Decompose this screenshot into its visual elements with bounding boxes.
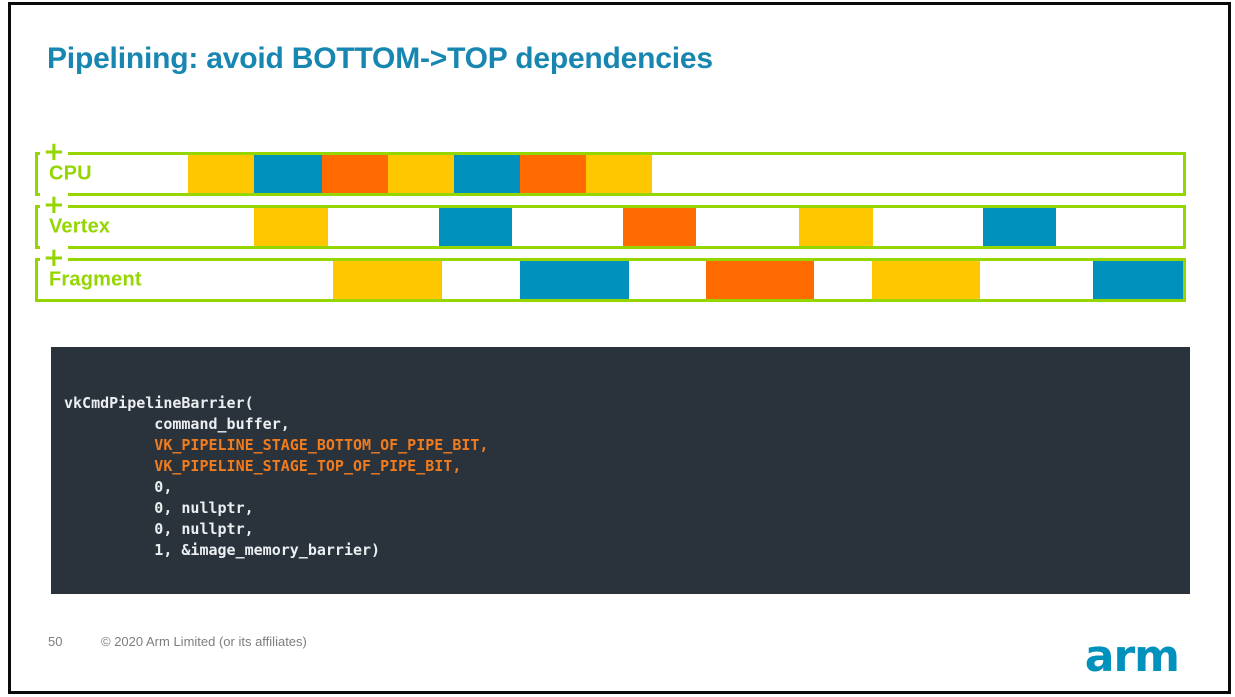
work-block-blue	[453, 155, 521, 193]
work-block-yellow	[799, 208, 873, 246]
code-line-highlighted: VK_PIPELINE_STAGE_TOP_OF_PIPE_BIT,	[64, 457, 462, 475]
work-block-yellow	[586, 155, 652, 193]
work-block-yellow	[254, 208, 328, 246]
pipeline-row-vertex: + Vertex	[35, 192, 1186, 249]
code-block: vkCmdPipelineBarrier( command_buffer, VK…	[51, 347, 1190, 594]
code-line: 1, &image_memory_barrier)	[64, 541, 381, 559]
work-block-yellow	[871, 261, 981, 299]
slide-border	[8, 2, 1231, 694]
code-lines: vkCmdPipelineBarrier( command_buffer, VK…	[51, 347, 1190, 561]
pipeline-row-label: Vertex	[49, 215, 111, 238]
work-block-yellow	[333, 261, 443, 299]
code-line: command_buffer,	[64, 415, 290, 433]
copyright-text: © 2020 Arm Limited (or its affiliates)	[101, 634, 307, 649]
pipeline-timeline: + CPU + Vertex + Fragment	[35, 139, 1186, 312]
work-block-orange	[705, 261, 815, 299]
code-line: 0, nullptr,	[64, 520, 254, 538]
work-block-blue	[1092, 261, 1183, 299]
work-block-yellow	[388, 155, 454, 193]
page-number: 50	[48, 634, 63, 649]
code-line: vkCmdPipelineBarrier(	[64, 394, 254, 412]
code-line: 0,	[64, 478, 173, 496]
work-block-blue	[438, 208, 513, 246]
work-block-orange	[520, 155, 587, 193]
plus-marker-icon: +	[40, 245, 68, 271]
work-block-orange	[321, 155, 389, 193]
work-block-yellow	[187, 155, 255, 193]
pipeline-row-label: CPU	[49, 162, 92, 185]
work-block-blue	[520, 261, 629, 299]
plus-marker-icon: +	[40, 192, 68, 218]
pipeline-row-label: Fragment	[49, 268, 142, 291]
code-line-highlighted: VK_PIPELINE_STAGE_BOTTOM_OF_PIPE_BIT,	[64, 436, 489, 454]
pipeline-row-fragment: + Fragment	[35, 245, 1186, 302]
work-block-blue	[982, 208, 1056, 246]
pipeline-row-cpu: + CPU	[35, 139, 1186, 196]
plus-marker-icon: +	[40, 139, 68, 165]
work-block-blue	[254, 155, 322, 193]
work-block-orange	[623, 208, 697, 246]
slide-title: Pipelining: avoid BOTTOM->TOP dependenci…	[47, 42, 713, 75]
code-line: 0, nullptr,	[64, 499, 254, 517]
arm-logo: arm	[1084, 631, 1180, 682]
